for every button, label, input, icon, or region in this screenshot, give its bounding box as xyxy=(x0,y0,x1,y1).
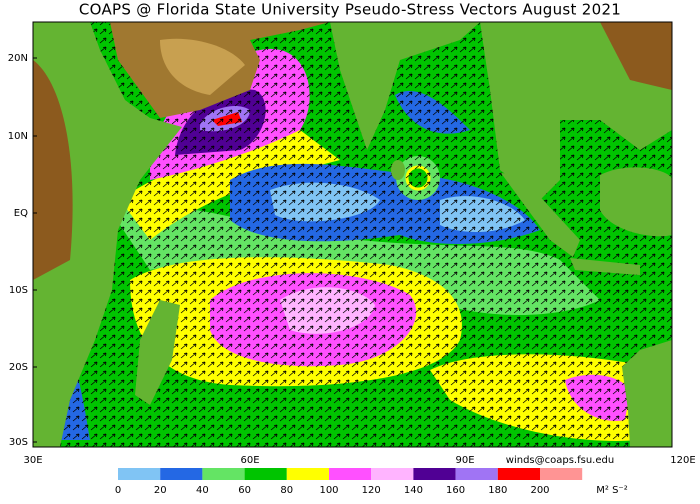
credit: winds@coaps.fsu.edu xyxy=(506,455,614,466)
lat-label: 10N xyxy=(8,131,28,142)
colorbar-bin xyxy=(455,468,498,480)
colorbar-bin xyxy=(160,468,203,480)
colorbar-bin xyxy=(413,468,456,480)
colorbar-unit: M² S⁻² xyxy=(596,485,627,496)
colorbar-label: 0 xyxy=(115,485,121,496)
colorbar-bin xyxy=(497,468,540,480)
lon-label: 30E xyxy=(23,455,42,466)
title: COAPS @ Florida State University Pseudo-… xyxy=(79,1,621,19)
lat-label: 20S xyxy=(9,362,28,373)
colorbar-label: 180 xyxy=(488,485,507,496)
colorbar-label: 80 xyxy=(280,485,293,496)
map xyxy=(33,22,672,447)
lon-label: 120E xyxy=(670,455,695,466)
colorbar-label: 20 xyxy=(154,485,167,496)
colorbar-bin xyxy=(371,468,414,480)
colorbar-bin xyxy=(286,468,329,480)
lon-label: 60E xyxy=(240,455,259,466)
colorbar-label: 100 xyxy=(319,485,338,496)
colorbar-bin xyxy=(329,468,372,480)
colorbar-bin xyxy=(244,468,287,480)
colorbar-label: 160 xyxy=(446,485,465,496)
colorbar-label: 200 xyxy=(530,485,549,496)
colorbar-bin xyxy=(202,468,245,480)
lat-label: EQ xyxy=(14,208,28,219)
map-frame xyxy=(32,21,673,448)
colorbar-bin xyxy=(118,468,161,480)
lat-label: 20N xyxy=(8,53,28,64)
lon-label: 90E xyxy=(455,455,474,466)
colorbar-label: 140 xyxy=(404,485,423,496)
lat-label: 10S xyxy=(9,285,28,296)
colorbar-label: 60 xyxy=(238,485,251,496)
colorbar-bin xyxy=(540,468,583,480)
colorbar-label: 120 xyxy=(362,485,381,496)
lat-label: 30S xyxy=(9,437,28,448)
colorbar-label: 40 xyxy=(196,485,209,496)
